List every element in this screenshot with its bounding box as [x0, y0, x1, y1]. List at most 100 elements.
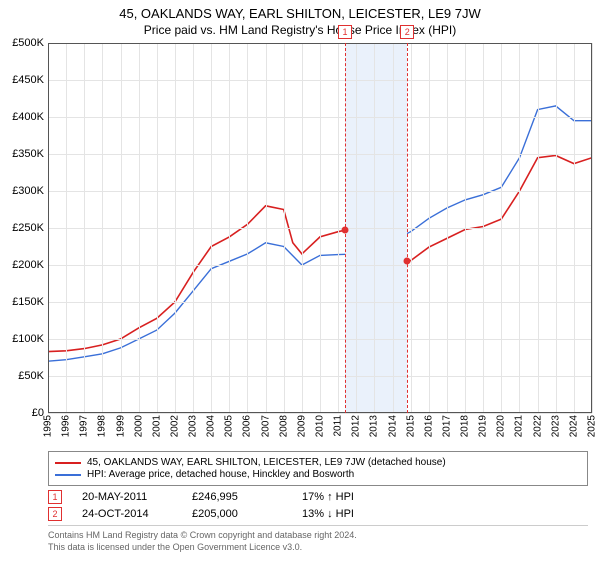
sales-price: £205,000 — [192, 508, 282, 520]
x-tick-label: 2019 — [478, 415, 489, 437]
gridline-v — [429, 43, 430, 413]
sale-marker-label: 2 — [400, 25, 414, 39]
legend-label: 45, OAKLANDS WAY, EARL SHILTON, LEICESTE… — [87, 457, 446, 468]
x-tick-label: 2021 — [514, 415, 525, 437]
y-tick-label: £500K — [0, 37, 44, 49]
gridline-v — [193, 43, 194, 413]
sale-marker-label: 1 — [338, 25, 352, 39]
x-tick-label: 2011 — [333, 415, 344, 437]
gridline-v — [84, 43, 85, 413]
y-tick-label: £50K — [0, 370, 44, 382]
footer-line-1: Contains HM Land Registry data © Crown c… — [48, 530, 588, 542]
sales-table: 1 20-MAY-2011 £246,995 17% ↑ HPI 2 24-OCT-201… — [48, 490, 588, 521]
x-tick-label: 2005 — [224, 415, 235, 437]
x-tick-label: 2004 — [206, 415, 217, 437]
gridline-v — [229, 43, 230, 413]
y-tick-label: £300K — [0, 185, 44, 197]
x-tick-label: 2020 — [496, 415, 507, 437]
footer-line-2: This data is licensed under the Open Gov… — [48, 542, 588, 554]
gridline-v — [374, 43, 375, 413]
x-tick-label: 2002 — [169, 415, 180, 437]
x-tick-label: 2010 — [315, 415, 326, 437]
gridline-v — [338, 43, 339, 413]
sales-delta: 13% ↓ HPI — [302, 508, 392, 520]
gridline-v — [211, 43, 212, 413]
gridline-v — [411, 43, 412, 413]
legend-row: HPI: Average price, detached house, Hinc… — [55, 469, 581, 480]
x-tick-label: 2023 — [550, 415, 561, 437]
x-tick-label: 2017 — [441, 415, 452, 437]
x-tick-label: 2025 — [587, 415, 598, 437]
gridline-v — [284, 43, 285, 413]
gridline-v — [320, 43, 321, 413]
gridline-v — [465, 43, 466, 413]
chart-container: 45, OAKLANDS WAY, EARL SHILTON, LEICESTE… — [0, 6, 600, 553]
x-tick-label: 2016 — [423, 415, 434, 437]
sale-marker-dot — [342, 227, 349, 234]
y-tick-label: £450K — [0, 74, 44, 86]
sales-date: 20-MAY-2011 — [82, 491, 172, 503]
gridline-v — [356, 43, 357, 413]
x-tick-label: 2009 — [296, 415, 307, 437]
x-tick-label: 2022 — [532, 415, 543, 437]
sales-row: 2 24-OCT-2014 £205,000 13% ↓ HPI — [48, 507, 588, 521]
gridline-v — [302, 43, 303, 413]
gridline-v — [157, 43, 158, 413]
y-tick-label: £400K — [0, 111, 44, 123]
sales-price: £246,995 — [192, 491, 282, 503]
x-tick-label: 1996 — [61, 415, 72, 437]
gridline-v — [447, 43, 448, 413]
x-tick-label: 1998 — [97, 415, 108, 437]
gridline-v — [102, 43, 103, 413]
x-tick-label: 2014 — [387, 415, 398, 437]
gridline-v — [519, 43, 520, 413]
sales-delta: 17% ↑ HPI — [302, 491, 392, 503]
sale-marker-line — [407, 43, 408, 413]
gridline-v — [393, 43, 394, 413]
x-tick-label: 1997 — [79, 415, 90, 437]
x-tick-label: 2024 — [568, 415, 579, 437]
x-tick-label: 2013 — [369, 415, 380, 437]
sales-date: 24-OCT-2014 — [82, 508, 172, 520]
x-tick-label: 2001 — [151, 415, 162, 437]
footer: Contains HM Land Registry data © Crown c… — [48, 525, 588, 553]
chart-title: 45, OAKLANDS WAY, EARL SHILTON, LEICESTE… — [0, 6, 600, 21]
y-tick-label: £100K — [0, 333, 44, 345]
sales-marker-icon: 1 — [48, 490, 62, 504]
x-axis: 1995199619971998199920002001200220032004… — [48, 413, 592, 445]
gridline-v — [574, 43, 575, 413]
gridline-v — [139, 43, 140, 413]
gridline-v — [538, 43, 539, 413]
x-tick-label: 1999 — [115, 415, 126, 437]
gridline-v — [556, 43, 557, 413]
chart-plot: 12 — [48, 43, 592, 413]
gridline-v — [266, 43, 267, 413]
x-tick-label: 2015 — [405, 415, 416, 437]
y-tick-label: £0 — [0, 407, 44, 419]
gridline-v — [175, 43, 176, 413]
legend-swatch — [55, 474, 81, 476]
sales-marker-icon: 2 — [48, 507, 62, 521]
legend: 45, OAKLANDS WAY, EARL SHILTON, LEICESTE… — [48, 451, 588, 486]
legend-swatch — [55, 462, 81, 464]
x-tick-label: 2012 — [351, 415, 362, 437]
x-tick-label: 2003 — [188, 415, 199, 437]
x-tick-label: 1995 — [43, 415, 54, 437]
x-tick-label: 2007 — [260, 415, 271, 437]
gridline-v — [483, 43, 484, 413]
y-tick-label: £350K — [0, 148, 44, 160]
legend-label: HPI: Average price, detached house, Hinc… — [87, 469, 354, 480]
y-tick-label: £250K — [0, 222, 44, 234]
gridline-v — [247, 43, 248, 413]
legend-row: 45, OAKLANDS WAY, EARL SHILTON, LEICESTE… — [55, 457, 581, 468]
gridline-v — [501, 43, 502, 413]
x-tick-label: 2000 — [133, 415, 144, 437]
y-axis: £0£50K£100K£150K£200K£250K£300K£350K£400… — [0, 43, 46, 413]
y-tick-label: £150K — [0, 296, 44, 308]
gridline-v — [121, 43, 122, 413]
sale-marker-dot — [404, 258, 411, 265]
x-tick-label: 2006 — [242, 415, 253, 437]
y-tick-label: £200K — [0, 259, 44, 271]
gridline-v — [592, 43, 593, 413]
gridline-v — [66, 43, 67, 413]
